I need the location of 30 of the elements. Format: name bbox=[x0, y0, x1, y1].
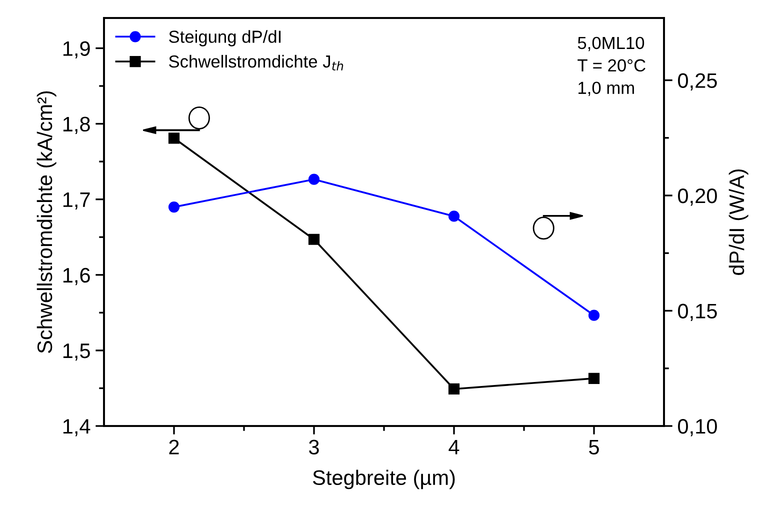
y2-axis-title: dP/dI (W/A) bbox=[728, 169, 748, 275]
x-tick-label: 5 bbox=[589, 440, 599, 454]
legend-label: Steigung dP/dI bbox=[169, 30, 281, 46]
y-axis-title: Schwellstromdichte (kA/cm²) bbox=[36, 91, 56, 354]
y-tick-label: 1,5 bbox=[63, 344, 90, 361]
y2-tick-label: 0,10 bbox=[678, 419, 717, 436]
point bbox=[308, 234, 320, 245]
y2-tick-label: 0,20 bbox=[678, 188, 717, 206]
annotation: 5,0ML10 bbox=[578, 36, 644, 52]
y2-tick-label: 0,25 bbox=[678, 73, 717, 90]
x-tick-label: 4 bbox=[448, 440, 460, 454]
x-axis-title: Stegbreite (µm) bbox=[312, 470, 455, 490]
point bbox=[588, 310, 600, 321]
point bbox=[448, 210, 460, 222]
point bbox=[448, 383, 460, 395]
point bbox=[588, 372, 600, 384]
annotation: 1,0 mm bbox=[578, 82, 634, 96]
legend-label: Schwellstromdichte J$_{th}$ bbox=[169, 54, 344, 70]
y-tick-label: 1,9 bbox=[63, 41, 90, 58]
y2-tick-label: 0,15 bbox=[678, 304, 717, 321]
y-tick-label: 1,7 bbox=[63, 192, 90, 210]
point bbox=[168, 201, 180, 213]
y-tick-label: 1,4 bbox=[63, 419, 90, 436]
y-tick-label: 1,8 bbox=[63, 116, 90, 134]
y-tick-label: 1,6 bbox=[63, 268, 90, 286]
x-tick-label: 2 bbox=[169, 440, 179, 454]
point bbox=[308, 174, 320, 185]
annotation: T = 20°C bbox=[578, 59, 646, 72]
point bbox=[168, 132, 180, 144]
x-tick-label: 3 bbox=[309, 440, 319, 454]
